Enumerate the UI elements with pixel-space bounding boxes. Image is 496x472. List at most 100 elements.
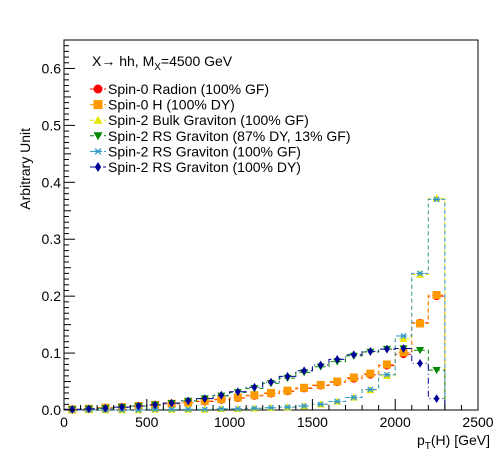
y-tick-label: 0.2: [42, 288, 62, 304]
x-axis-title-main: p: [417, 432, 425, 448]
legend-marker: [93, 100, 103, 110]
data-point: [334, 354, 341, 364]
annotation-middle: hh, M: [115, 53, 154, 69]
y-tick-label: 0.3: [42, 231, 62, 247]
data-point: [250, 405, 259, 412]
y-tick-label: 0.4: [42, 174, 62, 190]
data-point: [267, 388, 275, 397]
data-point: [416, 347, 425, 355]
data-point: [86, 404, 92, 414]
marker-stroke: [284, 404, 291, 411]
data-point: [349, 373, 358, 382]
data-point: [317, 401, 325, 408]
legend-item: Spin-2 RS Graviton (87% DY, 13% GF): [90, 128, 351, 144]
data-point: [416, 270, 424, 277]
data-point: [384, 344, 390, 354]
x-tick-label: 500: [135, 414, 159, 430]
marker-stroke: [367, 386, 374, 393]
data-point: [301, 366, 307, 376]
marker-stroke: [152, 406, 159, 413]
data-point: [168, 406, 176, 413]
y-tick-label: 0.5: [42, 117, 62, 133]
legend-marker: [93, 132, 103, 141]
data-point: [366, 386, 374, 393]
data-point: [316, 380, 325, 389]
data-point: [432, 366, 441, 375]
legend: Spin-0 Radion (100% GF)Spin-0 H (100% DY…: [90, 81, 351, 175]
data-point: [283, 386, 292, 395]
x-axis-title: pT(H) [GeV]: [417, 432, 490, 452]
process-annotation: X→ hh, MX=4500 GeV: [92, 53, 233, 73]
marker-stroke: [168, 406, 175, 413]
x-tick-label: 2000: [380, 414, 411, 430]
data-point: [283, 404, 292, 411]
marker-stroke: [317, 401, 324, 408]
marker-stroke: [383, 371, 390, 378]
y-axis-title: Arbitrary Unit: [17, 128, 33, 210]
y-tick-label: 0.6: [42, 60, 62, 76]
data-point: [267, 404, 275, 411]
legend-label: Spin-2 RS Graviton (100% GF): [108, 143, 301, 159]
legend-marker: [93, 148, 103, 155]
legend-item: Spin-0 Radion (100% GF): [90, 81, 269, 97]
x-tick-label: 0: [60, 414, 68, 430]
legend-label: Spin-2 Bulk Graviton (100% GF): [108, 112, 309, 128]
axis-layer: 0 500 1000 1500 2000 2500 0.0 0.1 0.2 0.3 0.4 0.5 0.…: [42, 39, 494, 430]
data-point: [234, 405, 242, 412]
marker-stroke: [94, 148, 102, 155]
data-point: [201, 406, 209, 413]
data-point: [433, 196, 441, 203]
data-point: [184, 406, 192, 413]
legend-label: Spin-0 H (100% DY): [108, 97, 235, 113]
x-tick-label: 1000: [214, 414, 245, 430]
x-axis-title-rest: (H) [GeV]: [431, 432, 490, 448]
marker-stroke: [268, 404, 274, 411]
data-point: [300, 383, 309, 392]
marker-stroke: [301, 403, 308, 409]
data-point: [102, 403, 109, 413]
legend-marker: [94, 162, 102, 172]
legend-marker: [93, 84, 103, 94]
data-point: [235, 387, 241, 397]
marker-stroke: [185, 406, 192, 413]
legend-item: Spin-2 RS Graviton (100% GF): [90, 143, 301, 159]
legend-label: Spin-2 RS Graviton (100% DY): [108, 159, 301, 175]
data-point: [201, 394, 208, 404]
data-point: [151, 406, 159, 413]
data-point: [367, 346, 374, 356]
y-tick-label: 0.0: [42, 402, 62, 418]
data-point: [119, 402, 125, 412]
marker-stroke: [433, 196, 440, 203]
data-point: [250, 391, 259, 400]
data-point: [185, 396, 191, 406]
series-6: [63, 344, 446, 414]
data-point: [218, 390, 225, 400]
legend-item: Spin-2 RS Graviton (100% DY): [90, 159, 301, 175]
data-point: [351, 350, 357, 360]
data-point: [383, 371, 391, 378]
legend-item: Spin-0 H (100% DY): [90, 97, 235, 113]
data-point: [382, 360, 391, 369]
y-tick-label: 0.1: [42, 345, 62, 361]
x-axis-title-subscript: T: [425, 441, 431, 452]
data-point: [69, 405, 76, 414]
data-point: [400, 344, 407, 353]
marker-stroke: [350, 394, 357, 401]
marker-stroke: [334, 398, 341, 405]
data-point: [317, 360, 324, 370]
legend-item: Spin-2 Bulk Graviton (100% GF): [90, 112, 309, 128]
data-point: [333, 398, 341, 405]
marker-stroke: [251, 405, 258, 412]
data-point: [432, 291, 441, 300]
annotation-subscript: X: [154, 62, 161, 73]
marker-stroke: [201, 406, 208, 413]
data-point: [417, 358, 423, 368]
x-tick-label: 1500: [297, 414, 328, 430]
data-point: [333, 377, 342, 386]
data-point: [233, 393, 242, 402]
data-point: [399, 333, 408, 339]
data-point: [168, 398, 175, 408]
legend-marker: [93, 115, 103, 124]
data-point: [135, 401, 142, 411]
